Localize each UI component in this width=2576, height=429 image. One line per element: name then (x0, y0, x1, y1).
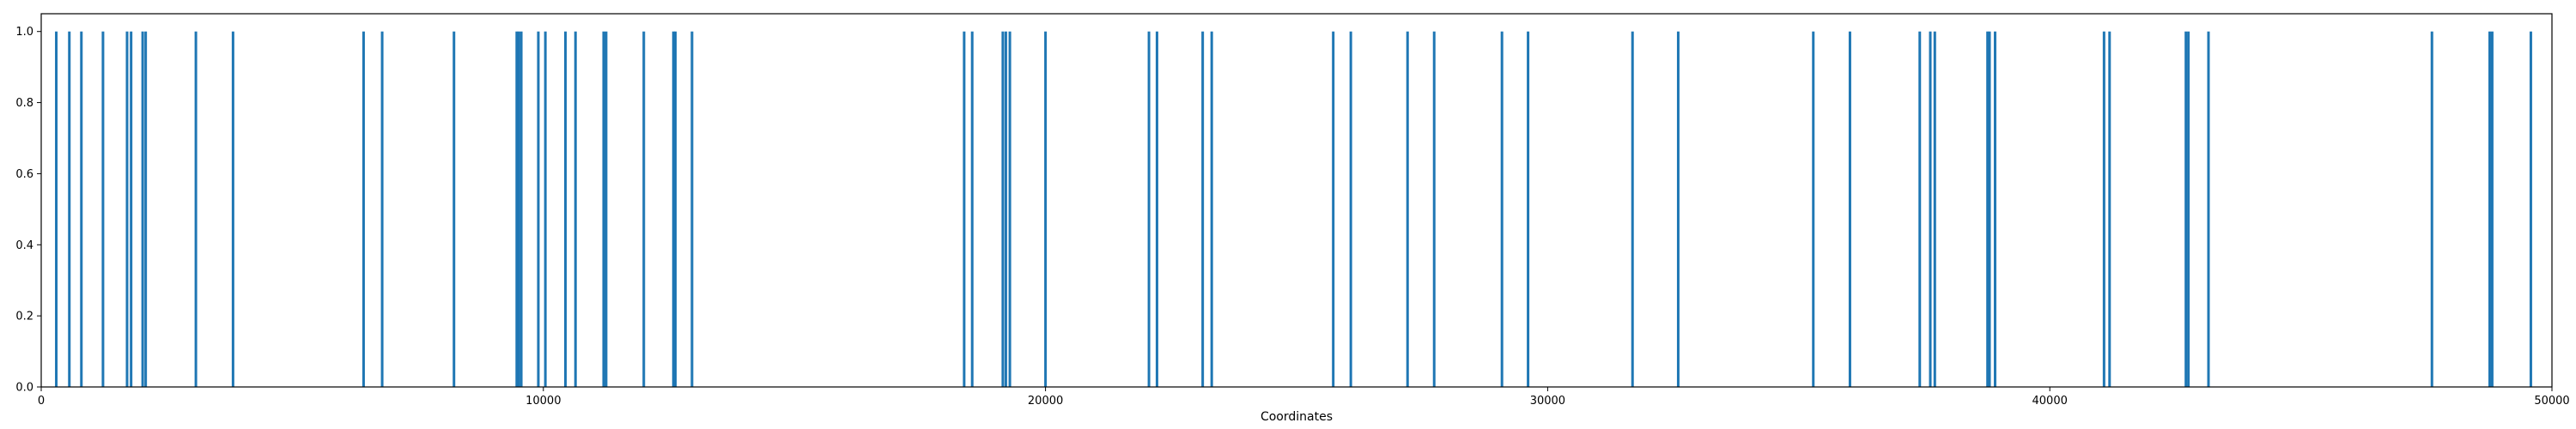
event-bar (671, 31, 675, 388)
event-bar (1500, 31, 1504, 388)
event-bar (1993, 31, 1996, 388)
event-bar (1812, 31, 1815, 388)
event-bar (141, 31, 144, 388)
event-bar (1155, 31, 1158, 388)
plot-frame (40, 13, 2553, 388)
event-bar (642, 31, 646, 388)
event-bar (970, 31, 974, 388)
x-tick-label: 50000 (2534, 395, 2569, 408)
event-bar (1406, 31, 1409, 388)
event-bar (2490, 31, 2494, 388)
event-bar (605, 31, 608, 388)
event-bar (1001, 31, 1005, 388)
event-bar (537, 31, 540, 388)
event-bar (1332, 31, 1335, 388)
event-bar (1210, 31, 1213, 388)
y-tick-label: 0.6 (15, 168, 33, 181)
event-bar (380, 31, 384, 388)
event-bar (963, 31, 966, 388)
event-bar (2108, 31, 2111, 388)
event-bar (544, 31, 547, 388)
x-tick-label: 10000 (526, 395, 561, 408)
event-bar (453, 31, 456, 388)
bar-group (55, 31, 2532, 388)
event-bar (361, 31, 365, 388)
event-bar (1933, 31, 1936, 388)
event-bar (2102, 31, 2105, 388)
event-bar (80, 31, 83, 388)
event-bar (519, 31, 523, 388)
event-bar (2529, 31, 2532, 388)
y-tick-label: 0.2 (15, 311, 33, 323)
event-bar (1147, 31, 1151, 388)
event-bar (1631, 31, 1634, 388)
event-bar (2488, 31, 2491, 388)
event-bar (517, 31, 520, 388)
event-bar (68, 31, 71, 388)
y-tick-label: 0.0 (15, 382, 33, 395)
event-bar (1918, 31, 1922, 388)
event-bar (2187, 31, 2190, 388)
y-tick-label: 0.4 (15, 239, 33, 252)
y-tick-label: 0.8 (15, 97, 33, 110)
event-bar (674, 31, 677, 388)
event-bar (144, 31, 148, 388)
event-bar (1008, 31, 1012, 388)
event-bar (2184, 31, 2188, 388)
event-bar (1988, 31, 1991, 388)
event-bar (130, 31, 133, 388)
event-bar (125, 31, 129, 388)
event-bar (1004, 31, 1007, 388)
event-bar (1527, 31, 1530, 388)
event-bar (231, 31, 234, 388)
event-bar (1676, 31, 1680, 388)
event-bar (574, 31, 577, 388)
event-bar (1349, 31, 1352, 388)
event-bar (101, 31, 105, 388)
event-bar (602, 31, 605, 388)
event-bar (2207, 31, 2210, 388)
event-bar (1986, 31, 1990, 388)
y-tick-label: 1.0 (15, 26, 33, 39)
event-bar (2430, 31, 2433, 388)
event-bar (1929, 31, 1932, 388)
event-bar (1432, 31, 1436, 388)
x-axis: 0 10000 20000 30000 40000 50000 (38, 387, 2570, 408)
event-bar (564, 31, 568, 388)
x-tick-label: 0 (38, 395, 45, 408)
event-bar (1201, 31, 1205, 388)
y-axis: 0.0 0.2 0.4 0.6 0.8 1.0 (15, 26, 41, 395)
x-tick-label: 30000 (1530, 395, 1565, 408)
x-axis-label: Coordinates (1261, 410, 1333, 424)
x-tick-label: 20000 (1028, 395, 1063, 408)
event-bar (1044, 31, 1048, 388)
event-bar (1848, 31, 1851, 388)
x-tick-label: 40000 (2032, 395, 2068, 408)
event-bar (690, 31, 694, 388)
event-bar (515, 31, 519, 388)
event-bar (55, 31, 58, 388)
event-bar (194, 31, 197, 388)
